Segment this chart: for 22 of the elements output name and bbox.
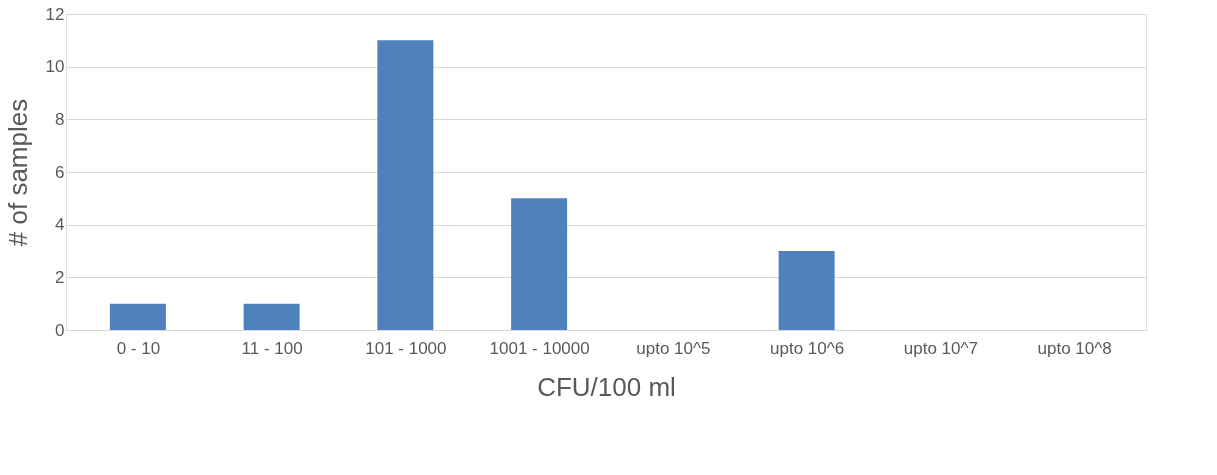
x-tick-label: 11 - 100 [241,338,303,358]
bar [377,40,434,330]
x-tick-label: upto 10^5 [636,338,711,358]
y-tick-label: 4 [55,215,65,235]
y-tick-label: 2 [55,267,65,287]
bar [511,198,568,330]
x-tick-label: upto 10^8 [1037,338,1112,358]
bar [243,303,300,330]
x-tick-label: upto 10^7 [903,338,978,358]
x-tick-label: upto 10^6 [770,338,845,358]
y-tick-label: 6 [55,162,65,182]
y-tick-label: 0 [55,320,65,340]
x-axis-title: CFU/100 ml [537,371,676,402]
y-tick-label: 10 [45,57,65,77]
x-tick-label: 1001 - 10000 [489,338,590,358]
bar [778,251,835,330]
x-tick-label: 101 - 1000 [365,338,447,358]
y-axis-title: # of samples [2,98,33,247]
y-tick-label: 8 [55,109,65,129]
x-tick-label: 0 - 10 [116,338,161,358]
y-tick-label: 12 [45,4,65,24]
bar [109,303,166,330]
